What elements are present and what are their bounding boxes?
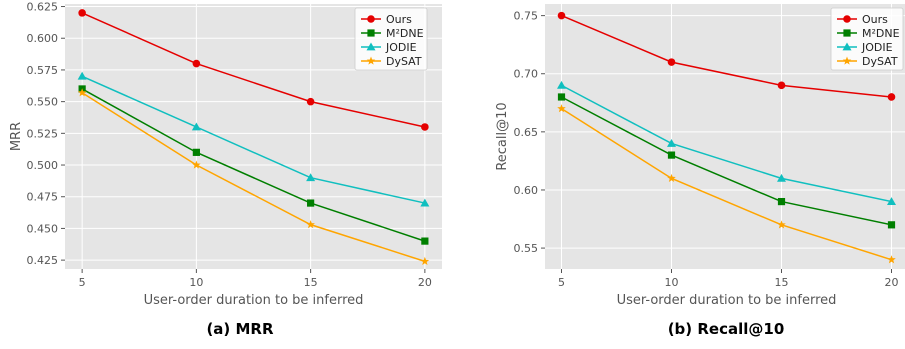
series-line — [561, 84, 892, 203]
data-point — [777, 220, 786, 229]
y-tick-label: 0.60 — [514, 184, 539, 197]
data-point — [557, 11, 566, 20]
data-point — [306, 220, 315, 229]
series-mdne — [557, 93, 896, 229]
legend-marker — [367, 15, 375, 23]
y-tick-label: 0.525 — [27, 127, 59, 140]
data-point — [421, 237, 429, 245]
legend-marker — [366, 56, 376, 65]
data-point — [887, 93, 896, 101]
data-point — [306, 97, 315, 106]
legend-marker — [843, 15, 851, 23]
data-point — [420, 198, 430, 207]
data-point — [667, 151, 676, 159]
chart-2: 0.55 0.60 0.65 0.70 0.75 5 10 15 20 User-order du… — [495, 4, 905, 338]
y-tick-label: 0.575 — [27, 64, 59, 77]
series-jodie — [77, 71, 430, 207]
legend-label: M²DNE — [862, 27, 900, 40]
data-point — [557, 93, 566, 101]
y-tick-label: 0.75 — [514, 10, 539, 23]
x-tick-label: 10 — [665, 276, 679, 289]
series-dysat — [77, 88, 430, 266]
x-tick-label: 15 — [304, 276, 318, 289]
data-point — [78, 9, 86, 17]
y-tick-label: 0.550 — [27, 96, 59, 109]
data-point — [887, 197, 896, 205]
data-point — [192, 148, 200, 156]
legend-label: Ours — [386, 13, 412, 26]
legend-marker — [842, 42, 852, 51]
x-tick-label: 20 — [885, 276, 899, 289]
x-tick-label: 10 — [189, 276, 203, 289]
y-tick-label: 0.450 — [27, 222, 59, 235]
chart-1: 0.425 0.450 0.475 0.500 0.525 0.550 0.575 0.600… — [9, 1, 442, 338]
legend-label: JODIE — [385, 41, 417, 54]
y-tick-label: 0.65 — [514, 126, 539, 139]
data-point — [887, 221, 896, 229]
data-point — [77, 71, 87, 80]
legend-label: DySAT — [386, 55, 422, 68]
data-point — [307, 199, 315, 207]
y-tick-label: 0.500 — [27, 159, 59, 172]
chart-caption: (a) MRR — [206, 320, 274, 338]
y-tick-label: 0.475 — [27, 191, 59, 204]
data-point — [887, 255, 896, 264]
legend-label: M²DNE — [386, 27, 424, 40]
data-point — [667, 58, 676, 66]
data-point — [192, 160, 201, 169]
legend-marker — [843, 29, 851, 37]
series-line — [81, 88, 426, 242]
data-point — [667, 173, 676, 182]
series-line — [561, 14, 892, 98]
x-axis-label: User-order duration to be inferred — [617, 293, 837, 308]
series-jodie — [557, 80, 896, 205]
data-point — [420, 256, 430, 266]
y-axis-label: MRR — [9, 122, 24, 151]
legend-marker — [367, 29, 375, 37]
y-tick-label: 0.425 — [27, 254, 59, 267]
series-ours — [557, 11, 896, 101]
legend-box — [830, 7, 904, 71]
series-ours — [78, 9, 429, 131]
data-point — [557, 104, 566, 113]
data-point — [667, 138, 676, 147]
legend-box — [354, 7, 428, 71]
chart-caption: (b) Recall@10 — [668, 320, 785, 338]
series-line — [561, 107, 892, 261]
legend-label: Ours — [862, 13, 888, 26]
x-axis-label: User-order duration to be inferred — [144, 293, 364, 308]
data-point — [557, 80, 566, 89]
data-point — [777, 81, 786, 90]
y-axis-label: Recall@10 — [495, 102, 510, 170]
series-line — [81, 92, 426, 263]
y-tick-label: 0.70 — [514, 68, 539, 81]
legend-label: JODIE — [861, 41, 893, 54]
legend-marker — [366, 42, 376, 51]
data-point — [777, 173, 786, 182]
y-tick-label: 0.600 — [27, 32, 59, 45]
x-tick-label: 15 — [775, 276, 789, 289]
series-dysat — [557, 104, 896, 264]
x-tick-label: 20 — [418, 276, 432, 289]
y-tick-label: 0.55 — [514, 242, 539, 255]
series-line — [81, 12, 426, 128]
data-point — [191, 122, 201, 131]
legend-marker — [842, 56, 852, 65]
data-point — [306, 173, 316, 182]
series-line — [81, 75, 426, 204]
data-point — [421, 123, 429, 131]
legend-label: DySAT — [862, 55, 898, 68]
data-point — [777, 197, 786, 206]
series-line — [561, 96, 892, 226]
y-tick-label: 0.625 — [27, 1, 59, 14]
x-tick-label: 5 — [558, 276, 565, 289]
data-point — [77, 88, 87, 97]
x-tick-label: 5 — [79, 276, 86, 289]
data-point — [192, 59, 201, 68]
